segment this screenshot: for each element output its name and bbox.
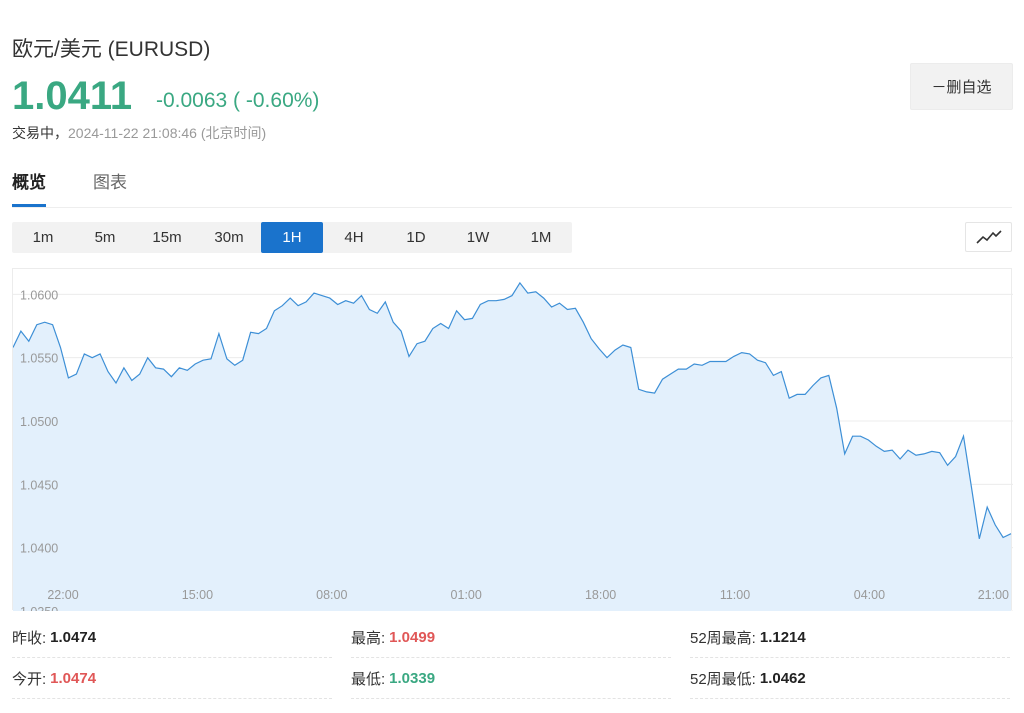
series-line [13,281,1012,539]
y-tick-label: 1.0350 [20,605,58,611]
stat-value: 1.1214 [759,629,806,646]
stat-label: 昨收: [12,630,47,647]
stat-value: 1.0339 [389,670,436,687]
x-tick-label: 08:00 [316,588,347,602]
chart-type-toggle[interactable] [965,222,1012,252]
instrument-title: 欧元/美元 (EURUSD) [12,38,211,61]
stat-value: 1.0474 [50,670,97,687]
stat-value: 1.0462 [759,670,806,687]
stat-label: 今开: [12,671,47,688]
stat-52w-high: 52周最高: 1.1214 [690,618,1010,658]
period-4h[interactable]: 4H [344,229,364,246]
y-tick-label: 1.0450 [20,478,58,492]
period-1mo[interactable]: 1M [530,229,552,246]
stat-high: 最高: 1.0499 [351,618,671,658]
current-price: 1.0411 [12,74,133,118]
tab-chart[interactable]: 图表 [93,173,127,192]
stat-value: 1.0499 [389,629,436,646]
period-1h[interactable]: 1H [261,222,323,253]
tab-overview[interactable]: 概览 [12,160,46,207]
period-5m[interactable]: 5m [94,229,116,246]
stat-prev-close: 昨收: 1.0474 [12,618,332,658]
stat-label: 52周最低: [690,671,756,688]
stat-52w-low: 52周最低: 1.0462 [690,659,1010,699]
stat-label: 52周最高: [690,630,756,647]
period-1m[interactable]: 1m [32,229,54,246]
period-1w[interactable]: 1W [466,229,490,246]
x-tick-label: 15:00 [182,588,213,602]
x-tick-label: 11:00 [720,588,750,602]
x-tick-label: 22:00 [47,588,78,602]
trading-status: 交易中，2024-11-22 21:08:46 (北京时间) [12,123,266,143]
x-tick-label: 18:00 [585,588,616,602]
quote-timestamp: 2024-11-22 21:08:46 (北京时间) [68,125,267,141]
x-tick-label: 21:00 [978,588,1009,602]
series-area [13,282,1011,611]
x-tick-label: 01:00 [451,588,482,602]
line-chart-icon [975,230,1002,244]
stat-label: 最高: [351,630,386,647]
price-chart-svg: 1.0600 1.0550 1.0500 1.0450 1.0400 1.0350 22:0… [13,281,1013,611]
stat-label: 最低: [351,671,386,688]
y-tick-label: 1.0600 [20,288,58,302]
y-tick-label: 1.0400 [20,542,58,556]
stat-low: 最低: 1.0339 [351,659,671,699]
price-chart[interactable]: 1.0600 1.0550 1.0500 1.0450 1.0400 1.0350 22:0… [12,268,1013,611]
x-tick-label: 04:00 [854,588,885,602]
period-1d[interactable]: 1D [406,229,426,246]
price-change: -0.0063 ( -0.60%) [156,89,320,112]
tab-bar: 概览 图表 [12,160,1012,208]
y-tick-label: 1.0550 [20,352,58,366]
period-30m[interactable]: 30m [214,229,244,246]
period-selector: 1m 5m 15m 30m 1H 4H 1D 1W 1M [12,222,572,253]
stat-value: 1.0474 [50,629,97,646]
period-15m[interactable]: 15m [152,229,182,246]
trading-status-label: 交易中， [12,125,68,141]
remove-watchlist-button[interactable]: －删自选 [910,63,1013,110]
stat-open: 今开: 1.0474 [12,659,332,699]
y-tick-label: 1.0500 [20,415,58,429]
